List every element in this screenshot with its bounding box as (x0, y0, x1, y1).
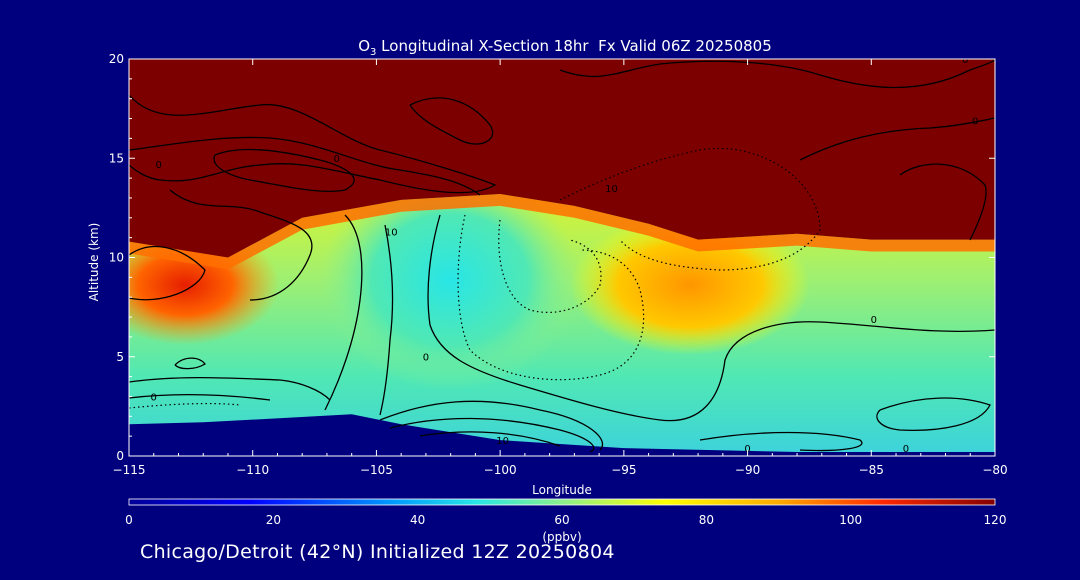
contour-label: 0 (334, 154, 340, 165)
contour-line (129, 394, 271, 401)
stratosphere-region (129, 59, 995, 258)
colorbar-tick-label: 60 (554, 513, 569, 527)
colorbar (128, 498, 996, 506)
dotted-contour-line (559, 148, 821, 271)
x-tick-label: −105 (360, 463, 393, 477)
dotted-contour-line (498, 219, 602, 313)
contour-line (427, 214, 995, 422)
title-rest: Longitudinal X-Section 18hr Fx Valid 06Z… (376, 37, 771, 55)
x-tick-label: −100 (484, 463, 517, 477)
contour-label: 10 (605, 184, 618, 195)
y-axis: 0 5 10 15 20 (109, 52, 995, 463)
x-tick-label: −85 (859, 463, 884, 477)
contour-line (389, 417, 595, 453)
contour-line (699, 431, 863, 452)
y-tick-label: 20 (109, 52, 124, 66)
x-tick-label: −115 (113, 463, 146, 477)
y-tick-label: 5 (116, 350, 124, 364)
contour-line (129, 94, 497, 194)
contour-line (419, 431, 561, 447)
contour-line (169, 189, 313, 301)
title-species-subscript: 3 (370, 47, 376, 58)
contour-label: 0 (744, 444, 750, 455)
x-tick-label: −80 (982, 463, 1007, 477)
x-tick-label: −110 (236, 463, 269, 477)
contour-line (379, 400, 604, 451)
y-tick-label: 10 (109, 251, 124, 265)
colorbar-tick-label: 40 (410, 513, 425, 527)
contour-line (559, 59, 995, 89)
contour-line (799, 117, 995, 161)
x-axis: −115 −110 −105 −100 −95 −90 −85 −80 (113, 59, 1008, 477)
contour-line (213, 148, 355, 193)
contour-line (409, 97, 494, 145)
colorbar-unit-label: (ppbv) (542, 530, 581, 544)
contour-line (129, 136, 481, 196)
x-tick-label: −90 (735, 463, 760, 477)
colorbar-tick-label: 100 (839, 513, 862, 527)
contour-label: 0 (871, 315, 877, 326)
y-tick-label: 0 (116, 449, 124, 463)
x-axis-label: Longitude (532, 483, 592, 497)
dotted-contours (129, 148, 821, 409)
contour-label: 0 (423, 353, 429, 364)
contour-label: 0 (151, 392, 157, 403)
tropopause-transition-band (129, 194, 995, 270)
contour-label: 0 (962, 55, 968, 66)
eastern-elevated-ozone-region (570, 215, 810, 355)
y-tick-label: 15 (109, 151, 124, 165)
contour-label: 0 (903, 444, 909, 455)
contour-line (876, 397, 991, 431)
colorbar-tick-label: 80 (699, 513, 714, 527)
terrain-mask (129, 414, 995, 456)
x-tick-label: −95 (611, 463, 636, 477)
contour-lines (129, 59, 995, 453)
contour-line (324, 214, 363, 411)
contour-label-layer: 0 10 10 0 0 0 0 10 0 0 0 0 (151, 55, 979, 455)
contour-label: 10 (385, 228, 398, 239)
contour-label: 0 (972, 117, 978, 128)
contour-line (174, 357, 206, 370)
contour-label: 10 (496, 436, 509, 447)
contour-line (899, 163, 987, 241)
y-axis-label: Altitude (km) (87, 223, 101, 302)
plot-area: 0 10 10 0 0 0 0 10 0 0 0 0 (129, 55, 995, 456)
contour-line (379, 224, 394, 416)
dotted-contour-line (457, 214, 645, 381)
contour-label: 0 (156, 160, 162, 171)
footer-caption: Chicago/Detroit (42°N) Initialized 12Z 2… (140, 541, 615, 563)
contour-line (129, 376, 331, 401)
dotted-contour-line (129, 402, 241, 409)
colorbar-ticks: 0 20 40 60 80 100 120 (125, 513, 1006, 527)
colorbar-tick-label: 120 (984, 513, 1007, 527)
chart-title: O3 Longitudinal X-Section 18hr Fx Valid … (358, 37, 772, 58)
colorbar-tick-label: 20 (266, 513, 281, 527)
title-species: O (358, 37, 370, 55)
colorbar-tick-label: 0 (125, 513, 133, 527)
contour-line (129, 245, 206, 301)
